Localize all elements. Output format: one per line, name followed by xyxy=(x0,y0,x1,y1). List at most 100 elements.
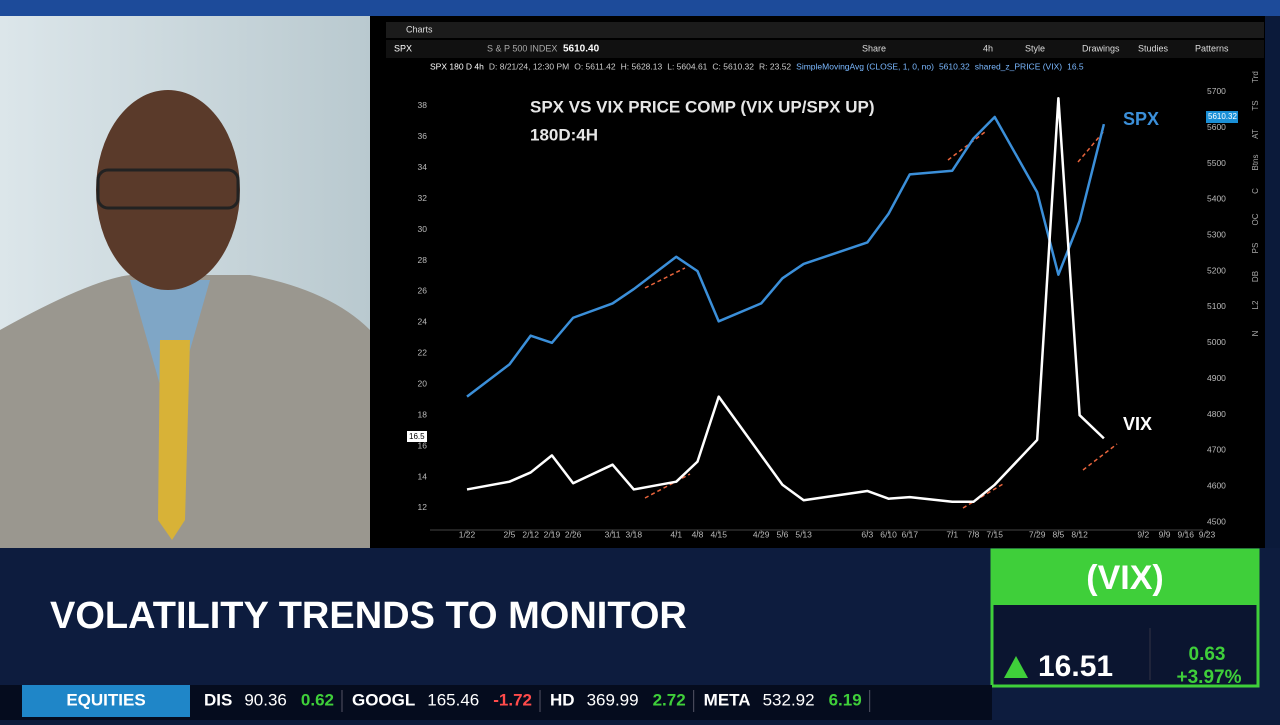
header-field: 16.5 xyxy=(1067,61,1084,71)
toolbar-top xyxy=(386,22,1264,38)
price-marker-label: 16.5 xyxy=(409,432,425,441)
y-tick-label: 38 xyxy=(418,100,428,110)
header-field: O: 5611.42 xyxy=(574,61,616,71)
trend-line xyxy=(644,473,691,499)
chart-subtitle: 180D:4H xyxy=(530,125,598,144)
y2-tick-label: 4500 xyxy=(1207,516,1226,526)
toolbar-button[interactable]: Drawings xyxy=(1082,43,1120,53)
y2-tick-label: 5600 xyxy=(1207,122,1226,132)
y2-tick-label: 4800 xyxy=(1207,409,1226,419)
side-tab[interactable]: N xyxy=(1251,330,1260,336)
side-tab[interactable]: Btns xyxy=(1251,154,1260,170)
symbol[interactable]: SPX xyxy=(394,43,412,53)
y-tick-label: 22 xyxy=(418,348,428,358)
side-tab[interactable]: PS xyxy=(1251,243,1260,254)
ticker-symbol: DIS xyxy=(204,690,232,709)
side-tab[interactable]: OC xyxy=(1251,213,1260,225)
x-tick-label: 2/26 xyxy=(565,529,582,539)
quote-change: 0.63 xyxy=(1189,644,1226,665)
toolbar-button[interactable]: 4h xyxy=(983,43,993,53)
toolbar-button[interactable]: Share xyxy=(862,43,886,53)
x-tick-label: 6/10 xyxy=(880,529,897,539)
x-tick-label: 1/22 xyxy=(459,529,476,539)
x-tick-label: 9/9 xyxy=(1159,529,1171,539)
ticker-symbol: META xyxy=(704,690,751,709)
y-tick-label: 26 xyxy=(418,286,428,296)
header-field: L: 5604.61 xyxy=(667,61,707,71)
trend-line xyxy=(644,267,686,289)
ticker-section xyxy=(22,685,190,717)
toolbar-button[interactable]: Studies xyxy=(1138,43,1169,53)
y2-tick-label: 4900 xyxy=(1207,373,1226,383)
ticker-symbol: GOOGL xyxy=(352,690,415,709)
y-tick-label: 24 xyxy=(418,317,428,327)
y-tick-label: 32 xyxy=(418,193,428,203)
y-tick-label: 14 xyxy=(418,471,428,481)
x-tick-label: 9/23 xyxy=(1199,529,1216,539)
y-tick-label: 36 xyxy=(418,131,428,141)
quote-symbol: (VIX) xyxy=(1086,559,1163,597)
x-tick-label: 4/29 xyxy=(753,529,770,539)
side-tab[interactable]: AT xyxy=(1251,129,1260,139)
y-tick-label: 34 xyxy=(418,162,428,172)
x-tick-label: 9/16 xyxy=(1177,529,1194,539)
x-tick-label: 4/8 xyxy=(692,529,704,539)
x-tick-label: 7/29 xyxy=(1029,529,1046,539)
x-tick-label: 2/12 xyxy=(522,529,539,539)
head xyxy=(96,90,240,290)
x-tick-label: 5/13 xyxy=(795,529,812,539)
series-line xyxy=(466,115,1106,398)
legend-label: VIX xyxy=(1123,414,1152,434)
side-tab[interactable]: C xyxy=(1251,188,1260,194)
side-tab[interactable]: L2 xyxy=(1251,300,1260,309)
tie xyxy=(158,340,190,540)
x-tick-label: 6/3 xyxy=(861,529,873,539)
y2-tick-label: 5500 xyxy=(1207,158,1226,168)
x-tick-label: 2/5 xyxy=(504,529,516,539)
ticker-symbol: HD xyxy=(550,690,575,709)
header-field: D: 8/21/24, 12:30 PM xyxy=(489,61,569,71)
y2-tick-label: 4600 xyxy=(1207,481,1226,491)
y-tick-label: 18 xyxy=(418,409,428,419)
y2-tick-label: 5000 xyxy=(1207,337,1226,347)
symbol-name: S & P 500 INDEX xyxy=(487,43,557,53)
video xyxy=(0,16,370,548)
x-tick-label: 9/2 xyxy=(1137,529,1149,539)
x-tick-label: 3/18 xyxy=(626,529,643,539)
symbol-price: 5610.40 xyxy=(563,44,600,55)
price-marker xyxy=(407,431,427,442)
y-tick-label: 20 xyxy=(418,379,428,389)
header-field: shared_z_PRICE (VIX) xyxy=(975,61,1063,71)
chart-frame xyxy=(370,16,1265,548)
header-field: SPX 180 D 4h xyxy=(430,61,484,71)
side-tab[interactable]: TS xyxy=(1251,100,1260,110)
x-tick-label: 8/5 xyxy=(1052,529,1064,539)
side-tab[interactable]: DB xyxy=(1251,271,1260,282)
quote-header xyxy=(992,550,1258,605)
ticker-price: 165.46 xyxy=(427,690,479,709)
toolbar-button[interactable]: Style xyxy=(1025,43,1045,53)
x-tick-label: 8/12 xyxy=(1071,529,1088,539)
x-tick-label: 2/19 xyxy=(544,529,561,539)
side-tab[interactable]: Trd xyxy=(1251,71,1260,83)
x-tick-label: 3/11 xyxy=(605,529,621,539)
up-arrow xyxy=(1004,656,1028,678)
trend-lines xyxy=(644,129,1118,509)
ticker-price: 532.92 xyxy=(763,690,815,709)
ticker-price: 369.99 xyxy=(587,690,639,709)
price-marker xyxy=(1206,111,1238,123)
x-tick-label: 4/15 xyxy=(710,529,727,539)
ticker-section-label: EQUITIES xyxy=(66,690,145,709)
headline: VOLATILITY TRENDS TO MONITOR xyxy=(50,595,687,637)
y2-tick-label: 4700 xyxy=(1207,445,1226,455)
x-tick-label: 5/6 xyxy=(776,529,788,539)
header-field: 5610.32 xyxy=(939,61,970,71)
app-title: Charts xyxy=(406,24,433,34)
ticker-change: 6.19 xyxy=(829,690,862,709)
header-field: C: 5610.32 xyxy=(712,61,754,71)
toolbar-button[interactable]: Patterns xyxy=(1195,43,1229,53)
glasses xyxy=(96,168,240,210)
header-field: R: 23.52 xyxy=(759,61,791,71)
